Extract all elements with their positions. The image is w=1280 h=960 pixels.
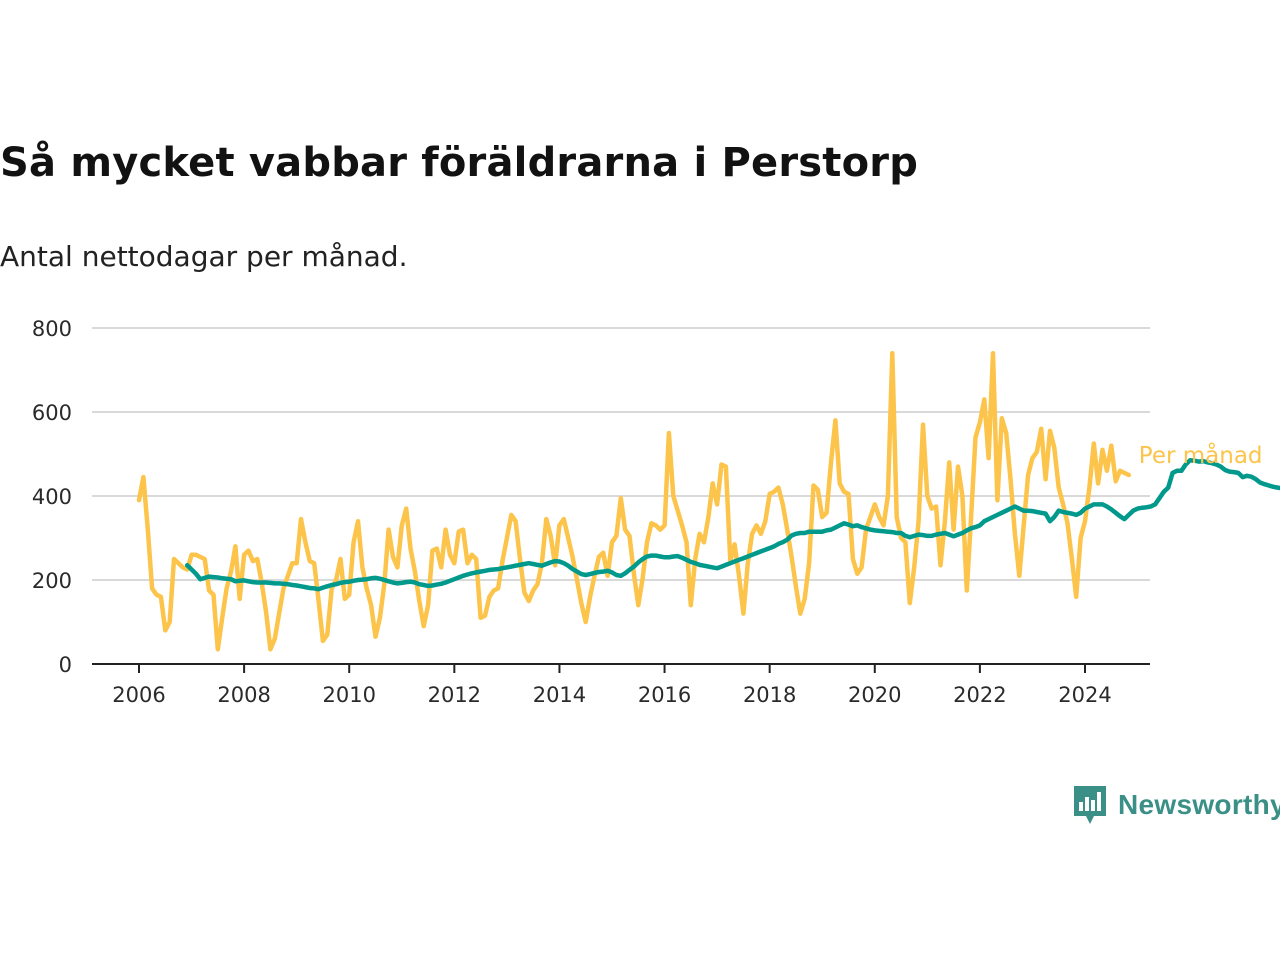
x-tick-label: 2012 xyxy=(428,683,481,707)
series-label-per-manad: Per månad xyxy=(1139,441,1263,469)
x-tick-label: 2014 xyxy=(533,683,586,707)
y-tick-label: 400 xyxy=(32,485,72,509)
newsworthy-logo[interactable]: Newsworthy xyxy=(1072,784,1280,826)
chart-bubble-icon xyxy=(1074,786,1106,824)
brand-name: Newsworthy xyxy=(1118,789,1280,820)
y-tick-label: 200 xyxy=(32,569,72,593)
x-tick-label: 2018 xyxy=(743,683,796,707)
x-tick-label: 2006 xyxy=(112,683,165,707)
series-line-trend xyxy=(184,458,1280,592)
y-axis-ticks: 0 200 400 600 800 xyxy=(32,317,72,677)
y-tick-label: 600 xyxy=(32,401,72,425)
series-lines xyxy=(136,350,1280,652)
series-labels: Per månadTrend xyxy=(1139,441,1263,469)
x-tick-label: 2020 xyxy=(848,683,901,707)
x-tick-label: 2024 xyxy=(1058,683,1111,707)
x-axis: 2006 2008 2010 2012 2014 2016 2018 2020 2022 2024 xyxy=(92,663,1150,707)
y-tick-label: 800 xyxy=(32,317,72,341)
x-tick-label: 2016 xyxy=(638,683,691,707)
chart-subtitle: Antal nettodagar per månad. xyxy=(0,240,408,273)
series-line-per-manad xyxy=(136,350,1132,652)
x-tick-label: 2010 xyxy=(322,683,375,707)
y-tick-label: 0 xyxy=(59,653,72,677)
chart-title: Så mycket vabbar föräldrarna i Perstorp xyxy=(0,140,919,186)
x-tick-label: 2008 xyxy=(217,683,270,707)
x-tick-label: 2022 xyxy=(953,683,1006,707)
